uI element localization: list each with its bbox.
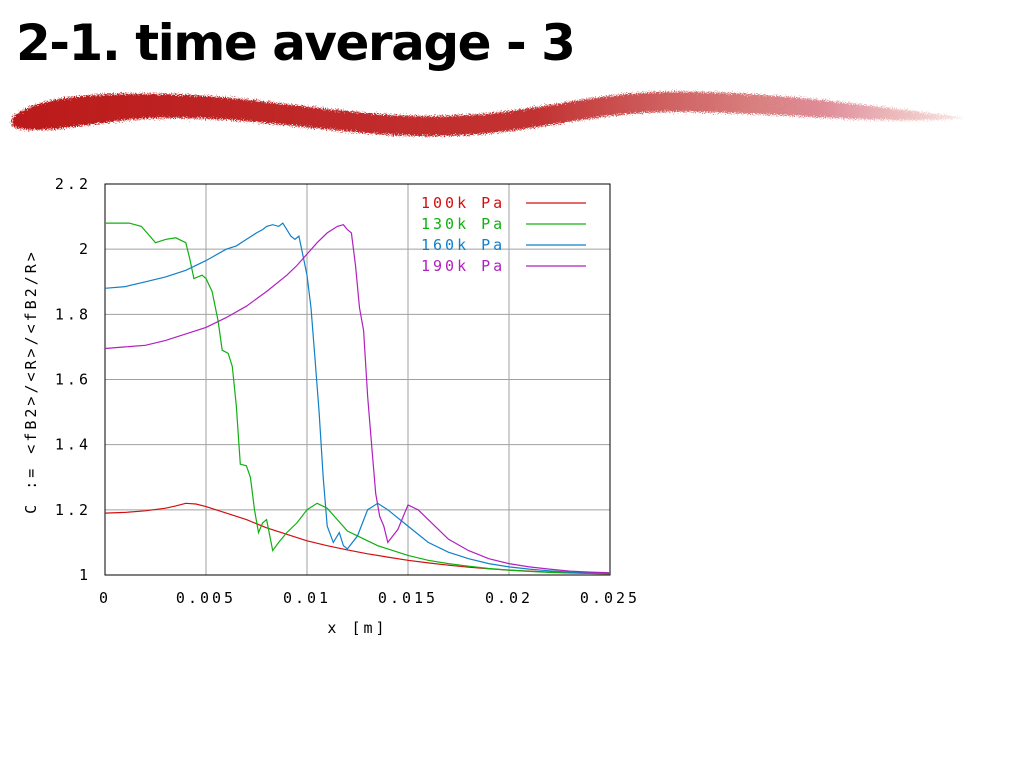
x-axis-label: x [m] — [327, 619, 387, 637]
series-lines — [104, 222, 611, 575]
x-tick-label: 0.01 — [283, 589, 331, 607]
grid-lines — [105, 184, 610, 575]
red-brush-stroke-decoration — [12, 91, 965, 137]
y-tick-label: 1 — [79, 566, 91, 584]
y-tick-labels: 1 1.2 1.4 1.6 1.8 2 2.2 — [55, 175, 91, 584]
series-line-2 — [105, 222, 611, 575]
legend-entry-label: 160k Pa — [421, 236, 505, 254]
x-tick-label: 0.015 — [378, 589, 438, 607]
y-tick-label: 1.8 — [55, 305, 91, 323]
x-tick-label: 0.025 — [580, 589, 640, 607]
series-line-3 — [104, 222, 611, 574]
series-line-4 — [104, 224, 611, 574]
legend-entry-label: 130k Pa — [421, 215, 505, 233]
legend: 100k Pa 130k Pa 160k Pa 190k Pa — [421, 194, 586, 275]
slide-title: 2-1. time average - 3 — [16, 14, 576, 72]
x-tick-label: 0.02 — [485, 589, 533, 607]
x-tick-label: 0.005 — [176, 589, 236, 607]
x-tick-labels: 0 0.005 0.01 0.015 0.02 0.025 — [99, 589, 640, 607]
y-tick-label: 1.2 — [55, 501, 91, 519]
plot-frame — [104, 183, 611, 576]
y-tick-label: 1.4 — [55, 436, 91, 454]
y-tick-label: 2.2 — [55, 175, 91, 193]
x-tick-label: 0 — [99, 589, 111, 607]
brush-stroke-body — [12, 91, 965, 137]
series-line-1 — [104, 502, 611, 575]
legend-entry-label: 190k Pa — [421, 257, 505, 275]
legend-entry-label: 100k Pa — [421, 194, 505, 212]
y-tick-label: 2 — [79, 240, 91, 258]
y-tick-label: 1.6 — [55, 371, 91, 389]
y-axis-label: C := <fB2>/<R>/<fB2/R> — [22, 249, 40, 514]
